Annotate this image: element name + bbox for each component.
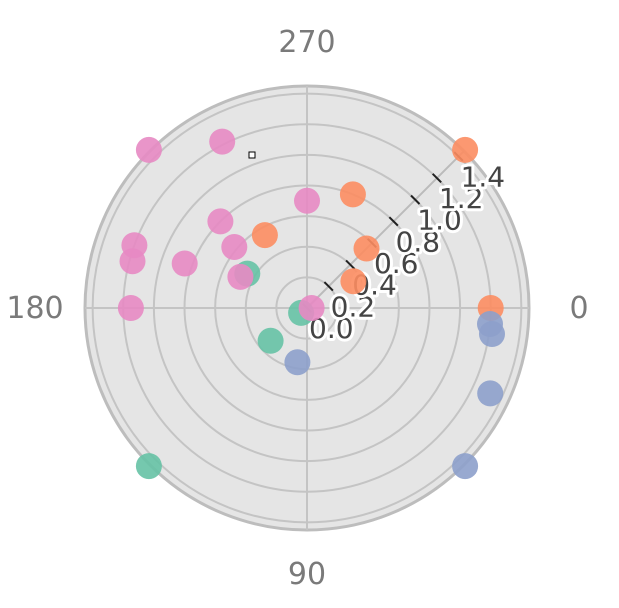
cursor-marker [248,151,256,159]
data-points [117,128,505,480]
data-point [339,181,366,208]
data-point [477,380,504,407]
radial-tick-label: 0.6 [374,247,419,280]
radial-tick-label: 0.8 [396,225,441,258]
angular-tick-label: 0 [569,291,588,326]
data-point [117,295,144,321]
data-point [294,187,320,214]
data-point [251,222,278,249]
data-point [284,349,311,376]
data-point [221,234,248,260]
data-point [452,136,479,163]
data-point [298,295,325,321]
radial-tick [323,281,334,292]
data-point [121,232,148,259]
radial-tick [345,259,356,270]
data-point [340,268,367,295]
data-point [479,321,505,347]
radial-tick-label: 1.2 [439,182,484,215]
data-point [207,208,234,235]
data-point [227,263,254,290]
radial-axis: 0.00.20.40.60.81.01.21.4 [302,150,508,348]
data-point [353,235,380,262]
angular-tick-label: 180 [6,291,63,326]
data-point [257,327,284,354]
radial-tick [388,216,399,227]
data-point [452,453,479,480]
radial-tick-label: 1.0 [417,204,462,237]
radial-axis-line [306,150,465,309]
angular-axis: 0 90 180 270 [6,25,588,592]
radial-tick [410,194,421,205]
data-point [171,250,198,277]
angular-tick-label: 270 [278,25,335,60]
data-point [209,128,236,155]
radial-tick-label: 1.4 [461,160,506,193]
data-point [135,136,162,163]
data-point [135,453,162,480]
angular-tick-label: 90 [288,557,326,592]
radial-tick [431,173,442,184]
